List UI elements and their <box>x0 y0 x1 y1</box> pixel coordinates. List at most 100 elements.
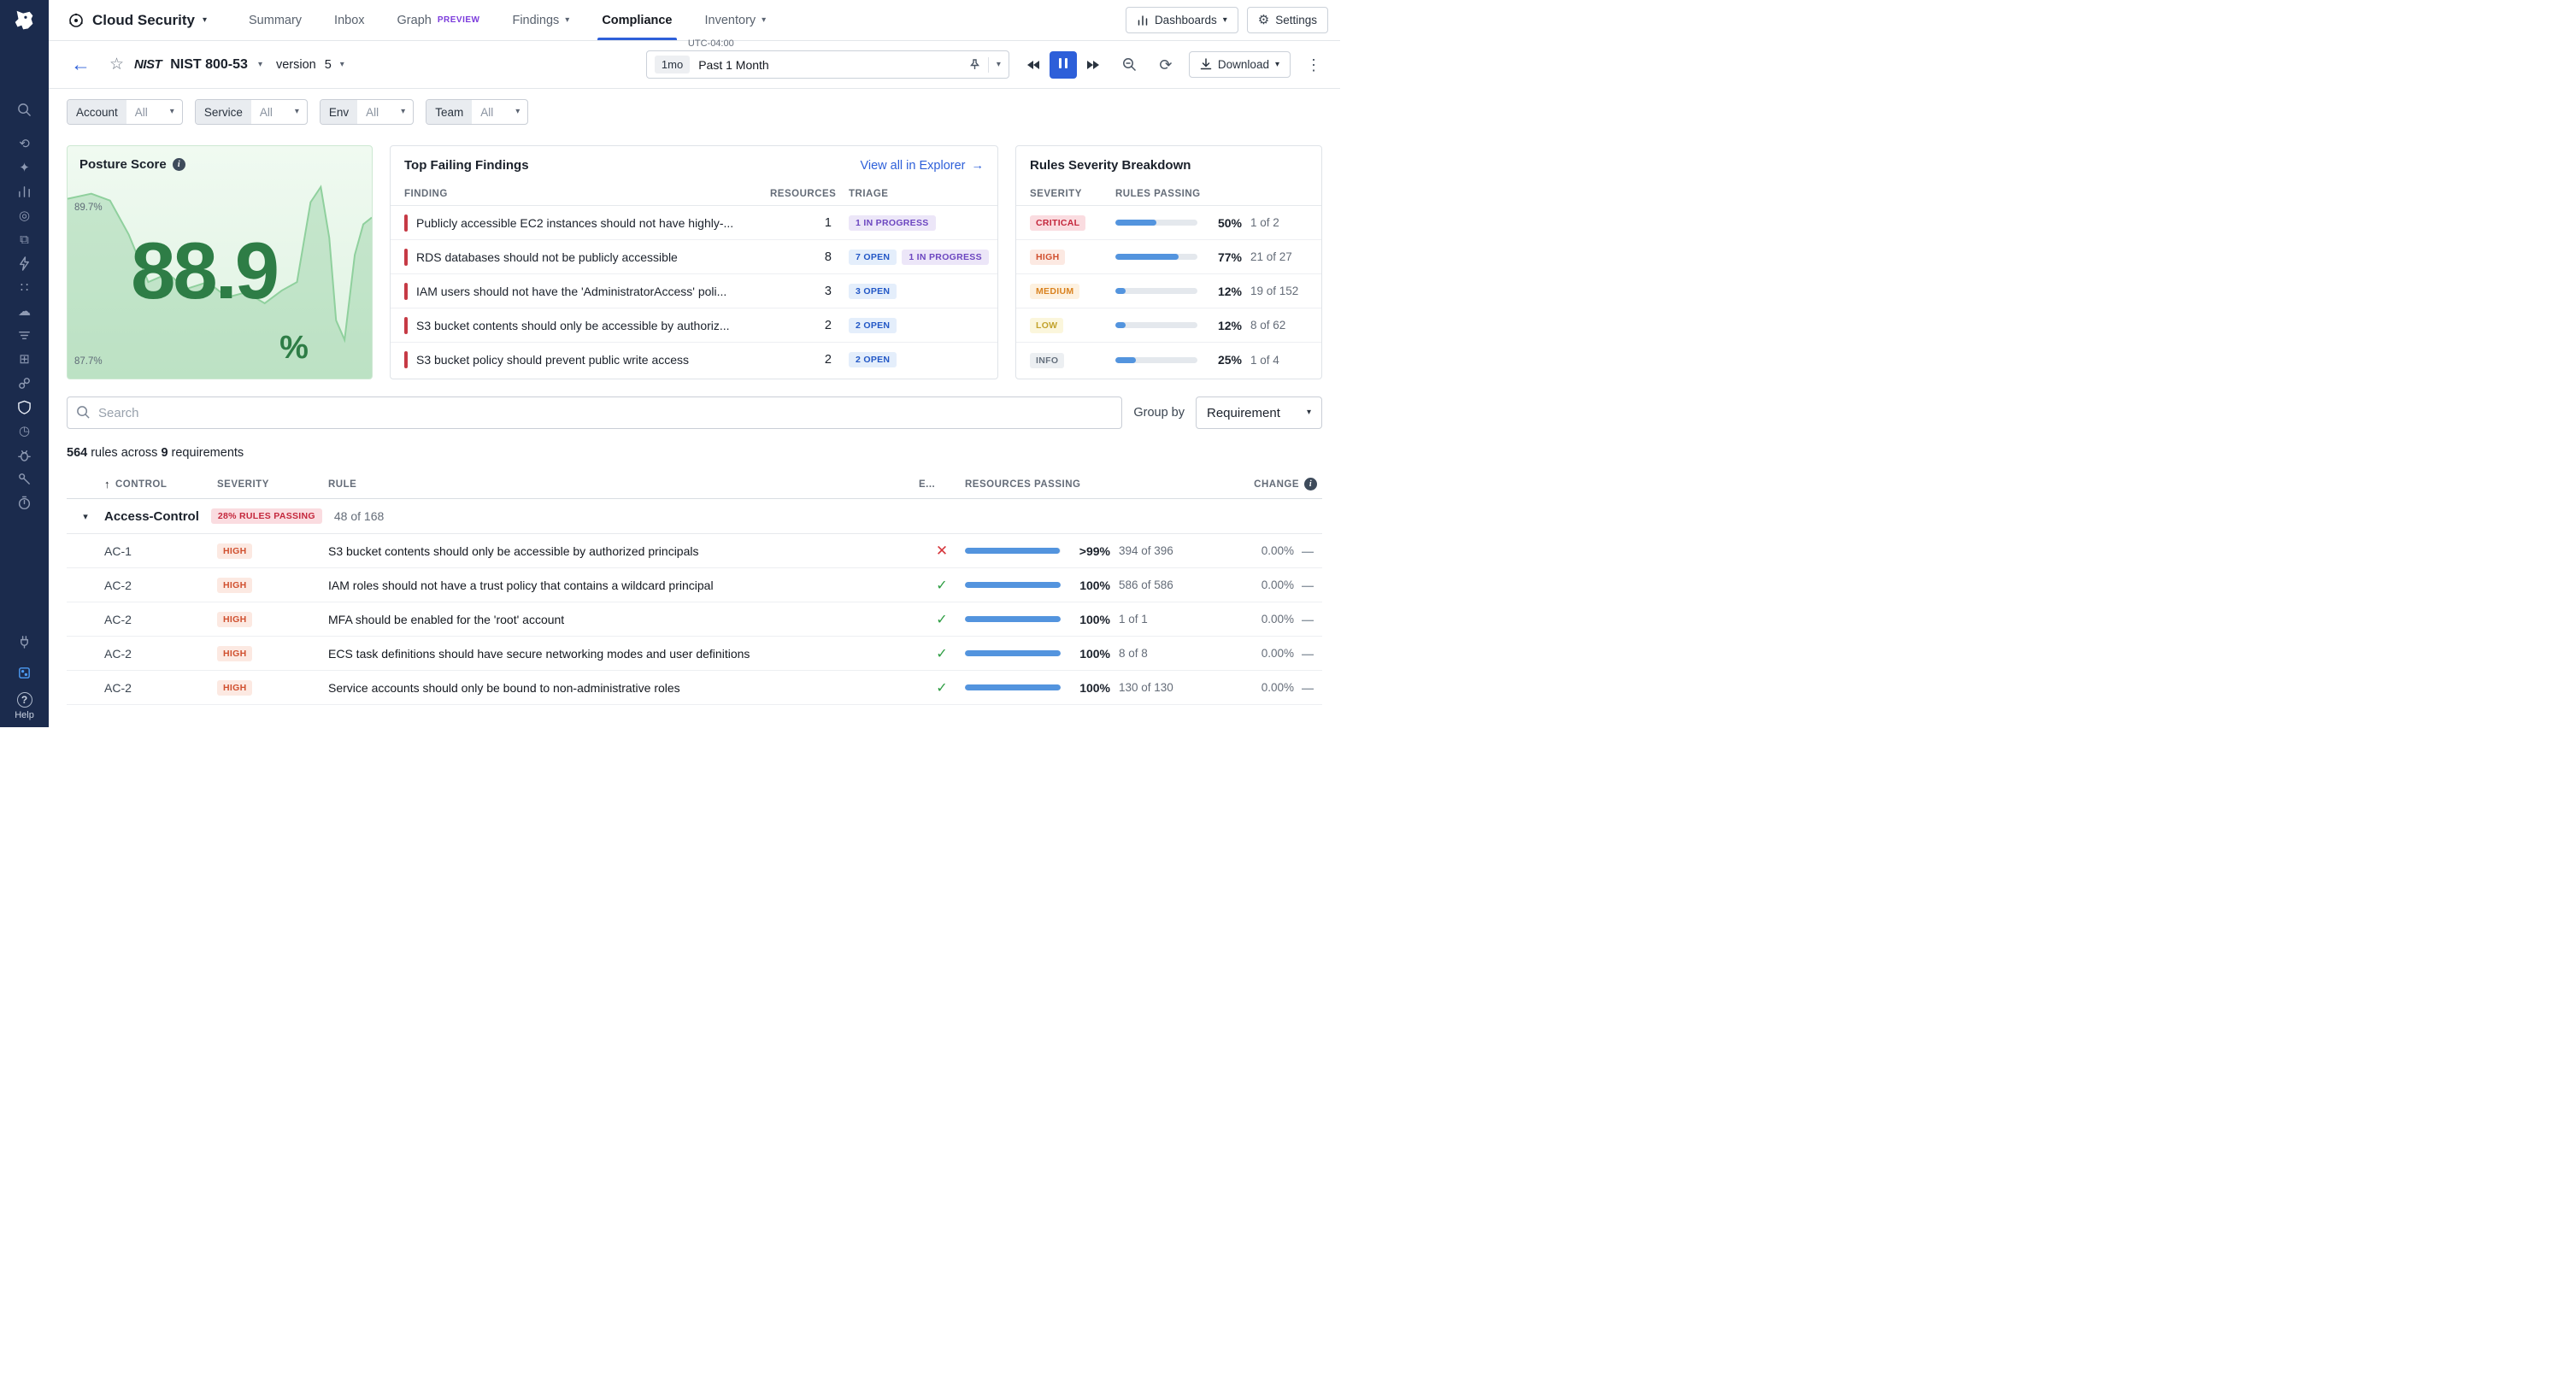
refresh-button[interactable]: ⟳ <box>1153 51 1179 79</box>
rewind-button[interactable] <box>1020 51 1047 79</box>
severity-row[interactable]: MEDIUM 12% 19 of 152 <box>1016 274 1321 308</box>
progress-track <box>1115 356 1197 363</box>
dashboards-button[interactable]: Dashboards ▾ <box>1125 7 1238 33</box>
severity-breakdown-title: Rules Severity Breakdown <box>1030 158 1191 173</box>
findings-table-header: FINDING RESOURCES TRIAGE <box>391 182 997 206</box>
col-control-sort[interactable]: ↑ CONTROL <box>104 478 217 490</box>
severity-badge: HIGH <box>1030 250 1066 265</box>
datadog-logo[interactable] <box>0 0 49 41</box>
cloud-icon[interactable]: ☁ <box>14 299 36 323</box>
posture-score-title: Posture Score <box>79 157 167 172</box>
tab-label: Graph <box>397 13 432 27</box>
evaluation-pass-icon: ✓ <box>936 680 948 696</box>
filter-label: Team <box>426 100 473 124</box>
tab-findings[interactable]: Findings ▾ <box>496 0 585 40</box>
control-id: AC-2 <box>104 612 132 626</box>
severity-badge: MEDIUM <box>1030 284 1080 299</box>
security-icon[interactable] <box>14 395 36 419</box>
monitors-icon[interactable]: ◎ <box>14 203 36 227</box>
filter-account[interactable]: Account All ▾ <box>67 99 183 125</box>
download-button[interactable]: Download ▾ <box>1188 51 1291 78</box>
severity-row[interactable]: HIGH 77% 21 of 27 <box>1016 240 1321 274</box>
more-options-button[interactable]: ⋮ <box>1301 51 1326 79</box>
help-glyph: ? <box>21 694 28 706</box>
summary-text: requirements <box>168 446 244 460</box>
divider <box>987 56 989 73</box>
sparkles-icon[interactable]: ✦ <box>14 156 36 179</box>
filter-team[interactable]: Team All ▾ <box>426 99 529 125</box>
group-by-label[interactable]: Group by <box>1122 406 1196 420</box>
link-label: View all in Explorer <box>860 158 966 173</box>
tab-summary[interactable]: Summary <box>232 0 318 40</box>
events-icon[interactable] <box>14 251 36 275</box>
logs-icon[interactable] <box>14 323 36 347</box>
tab-inbox[interactable]: Inbox <box>318 0 380 40</box>
rule-row[interactable]: AC-2 HIGH Service accounts should only b… <box>67 671 1322 705</box>
group-by-select[interactable]: Requirement ▾ <box>1196 396 1322 429</box>
help-button[interactable]: ? Help <box>15 692 34 720</box>
view-all-explorer-link[interactable]: View all in Explorer → <box>860 159 984 173</box>
rule-row[interactable]: AC-2 HIGH ECS task definitions should ha… <box>67 637 1322 671</box>
tab-graph[interactable]: Graph PREVIEW <box>381 0 497 40</box>
tab-compliance[interactable]: Compliance <box>585 0 688 40</box>
filter-service[interactable]: Service All ▾ <box>194 99 308 125</box>
bug-icon[interactable] <box>14 443 36 467</box>
ci-icon[interactable] <box>14 371 36 395</box>
top-failing-title: Top Failing Findings <box>404 158 529 173</box>
settings-button[interactable]: ⚙ Settings <box>1246 7 1328 33</box>
synthetics-icon[interactable]: ◷ <box>14 419 36 443</box>
filter-label: Service <box>195 100 251 124</box>
severity-row[interactable]: CRITICAL 50% 1 of 2 <box>1016 206 1321 240</box>
fast-forward-button[interactable] <box>1079 51 1107 79</box>
history-icon[interactable]: ⟲ <box>14 132 36 156</box>
severity-bar-icon <box>404 316 408 334</box>
pin-icon[interactable] <box>969 59 980 70</box>
severity-badge: HIGH <box>217 680 253 696</box>
info-icon[interactable]: i <box>172 158 185 171</box>
timezone-label: UTC-04:00 <box>687 38 734 49</box>
pause-button[interactable] <box>1049 50 1077 79</box>
processes-icon[interactable]: ∷ <box>14 275 36 299</box>
progress-fill <box>965 650 1061 656</box>
plug-icon[interactable] <box>14 629 36 653</box>
apps-icon[interactable]: ⊞ <box>14 347 36 371</box>
rule-row[interactable]: AC-2 HIGH MFA should be enabled for the … <box>67 602 1322 637</box>
tools-icon[interactable] <box>14 467 36 490</box>
product-switcher[interactable]: Cloud Security ▾ <box>68 12 207 29</box>
requirement-group-row[interactable]: ▾ Access-Control 28% RULES PASSING 48 of… <box>67 499 1322 534</box>
severity-row[interactable]: INFO 25% 1 of 4 <box>1016 343 1321 377</box>
progress-track <box>965 684 1061 690</box>
zoom-out-button[interactable] <box>1117 51 1143 79</box>
integrations-icon[interactable]: ⧉ <box>14 227 36 251</box>
finding-row[interactable]: Publicly accessible EC2 instances should… <box>391 206 997 240</box>
search-icon[interactable] <box>14 97 36 121</box>
col-triage: TRIAGE <box>849 188 889 199</box>
time-range-picker[interactable]: UTC-04:00 1mo Past 1 Month ▾ <box>645 38 1009 79</box>
back-button[interactable]: ← <box>71 55 91 74</box>
resource-count: 1 <box>824 215 832 230</box>
filter-env[interactable]: Env All ▾ <box>319 99 415 125</box>
finding-row[interactable]: S3 bucket policy should prevent public w… <box>391 343 997 377</box>
severity-badge: HIGH <box>217 646 253 661</box>
rule-row[interactable]: AC-2 HIGH IAM roles should not have a tr… <box>67 568 1322 602</box>
tab-inventory[interactable]: Inventory ▾ <box>689 0 783 40</box>
chevron-down-icon: ▾ <box>169 107 174 116</box>
finding-row[interactable]: S3 bucket contents should only be access… <box>391 308 997 343</box>
severity-row[interactable]: LOW 12% 8 of 62 <box>1016 308 1321 343</box>
search-input[interactable] <box>67 396 1123 429</box>
datastreams-icon[interactable] <box>14 661 36 684</box>
timer-icon[interactable] <box>14 490 36 514</box>
version-selector[interactable]: version 5 ▾ <box>276 58 344 72</box>
rule-row[interactable]: AC-1 HIGH S3 bucket contents should only… <box>67 534 1322 568</box>
info-icon[interactable]: i <box>1304 478 1317 490</box>
no-change-dash-icon: — <box>1302 680 1314 695</box>
triage-badge: 1 IN PROGRESS <box>902 249 989 265</box>
framework-selector[interactable]: NIST NIST 800-53 ▾ <box>134 57 262 73</box>
finding-row[interactable]: IAM users should not have the 'Administr… <box>391 274 997 308</box>
favorite-star-icon[interactable]: ☆ <box>109 56 124 73</box>
metrics-icon[interactable] <box>14 179 36 203</box>
finding-row[interactable]: RDS databases should not be publicly acc… <box>391 240 997 274</box>
evaluation-pass-icon: ✓ <box>936 578 948 593</box>
product-name: Cloud Security <box>92 11 195 28</box>
no-change-dash-icon: — <box>1302 646 1314 661</box>
